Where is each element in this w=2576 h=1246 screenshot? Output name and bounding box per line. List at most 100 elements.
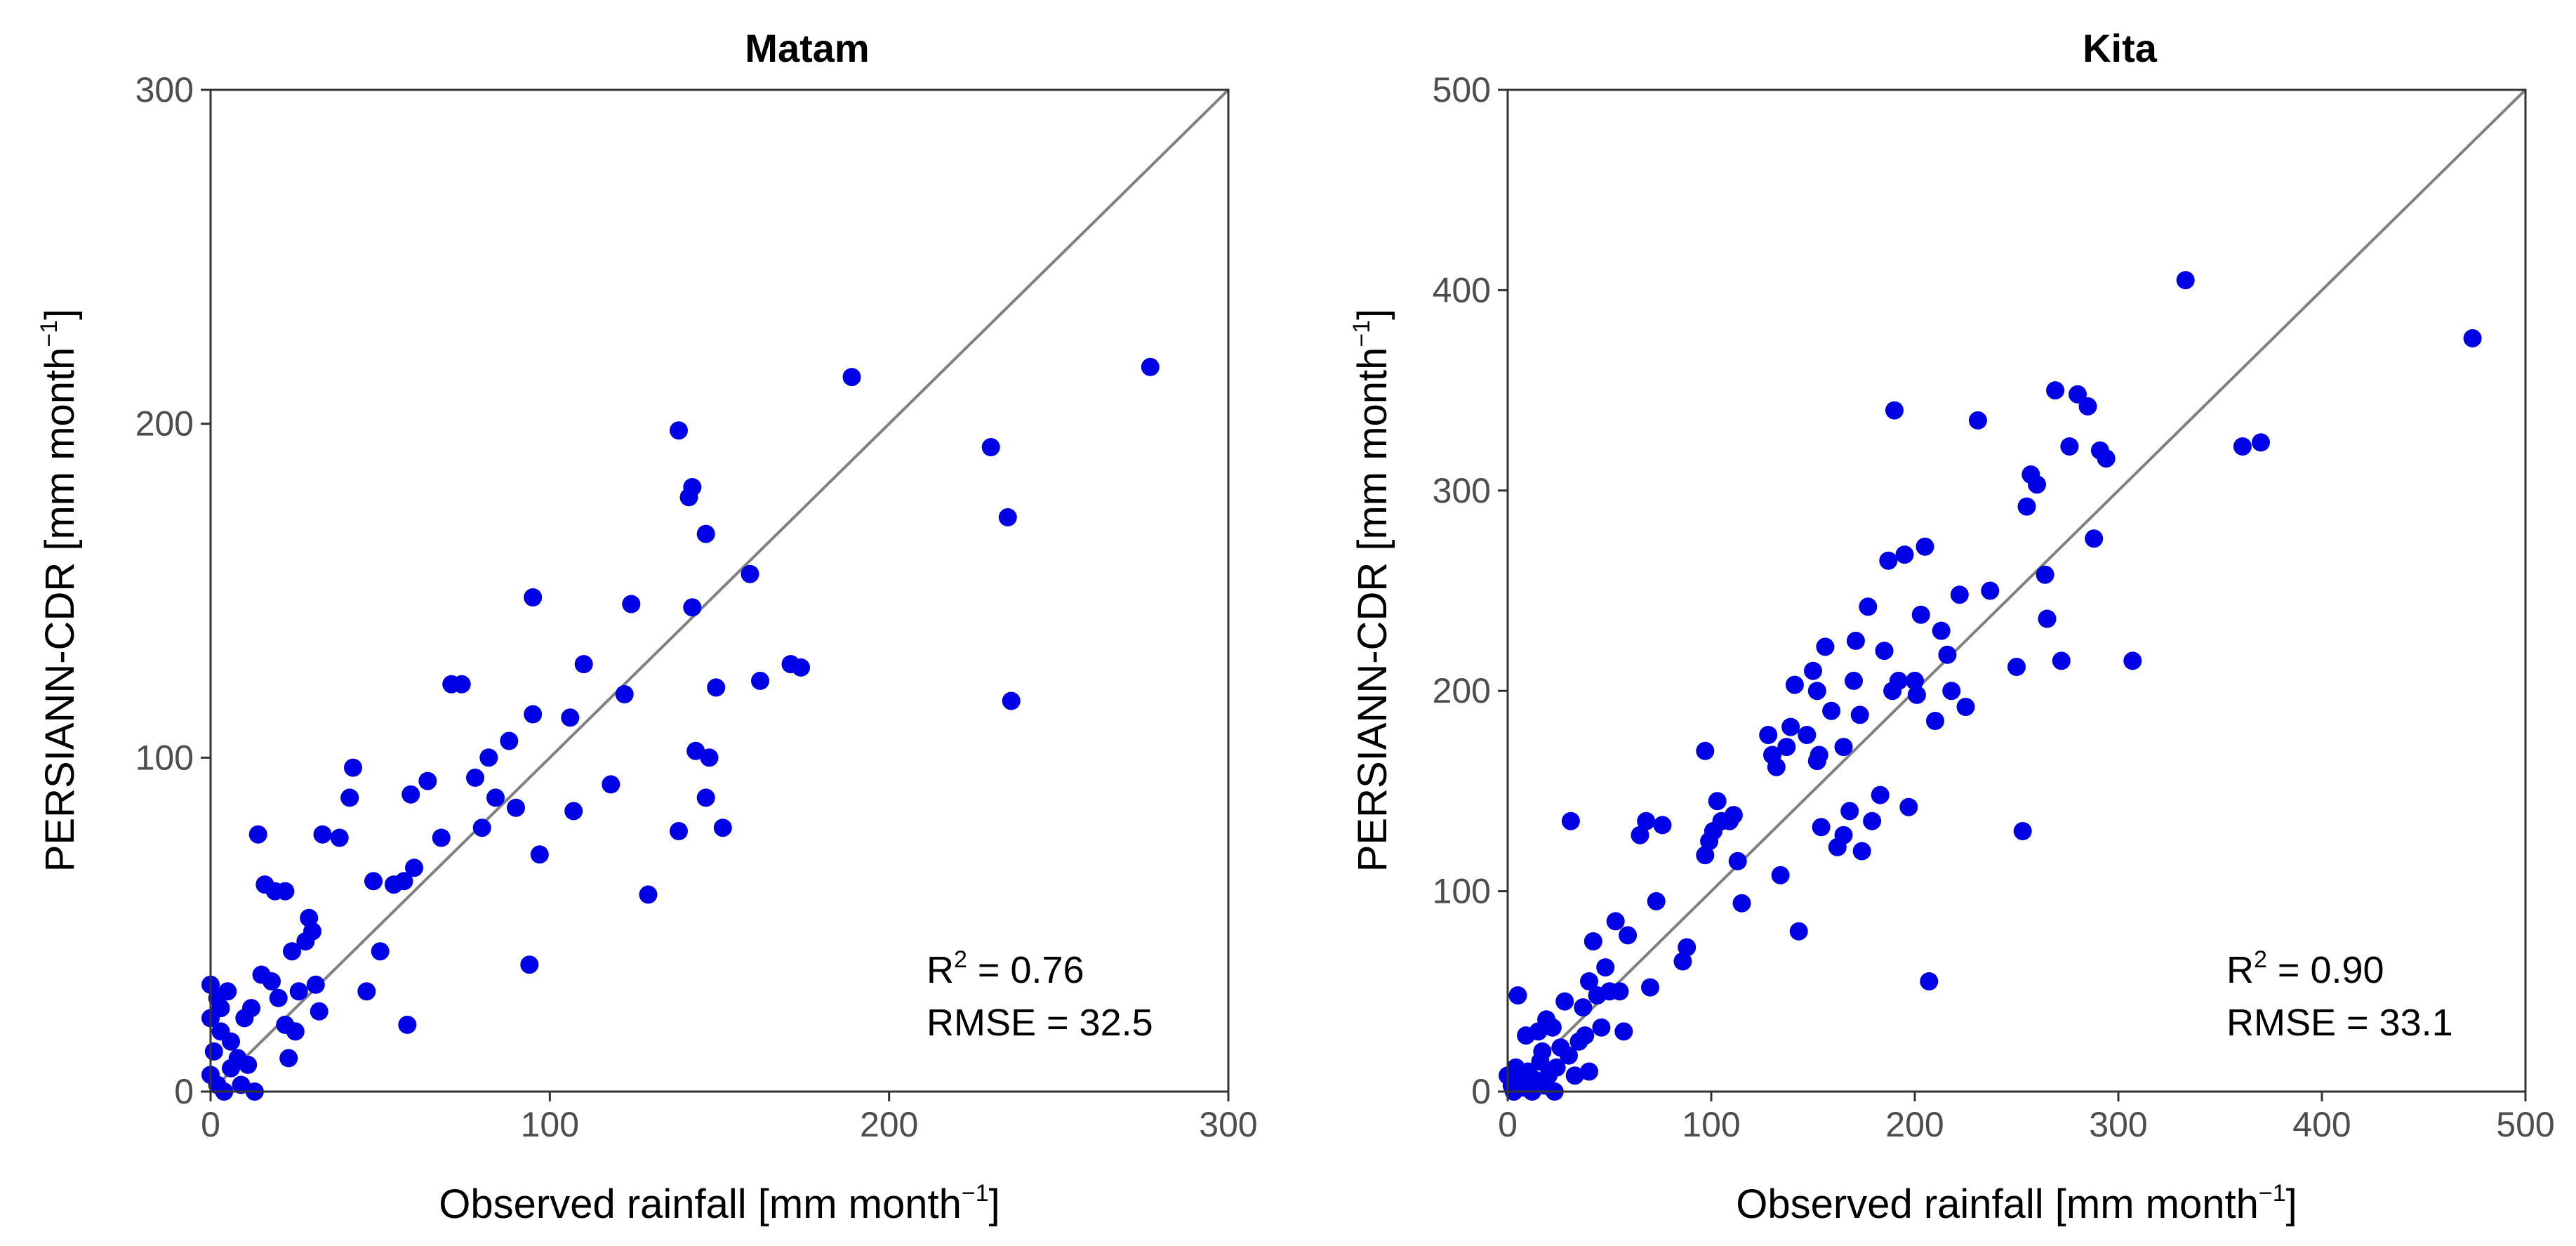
kita-data-point xyxy=(1879,551,1898,570)
kita-data-point xyxy=(1647,892,1666,910)
kita-x-axis-label: Observed rainfall [mm month−1] xyxy=(1736,1180,2297,1227)
kita-data-point xyxy=(2097,449,2116,468)
matam-data-point xyxy=(639,885,658,904)
kita-data-point xyxy=(1834,826,1853,844)
matam-data-point xyxy=(670,822,688,840)
matam-data-point xyxy=(686,741,705,760)
matam-data-point xyxy=(696,788,715,807)
kita-data-point xyxy=(1781,717,1800,736)
kita-data-point xyxy=(2028,475,2046,494)
matam-plot-frame xyxy=(209,88,1230,1093)
matam-data-point xyxy=(263,972,281,990)
matam-y-tick-label: 0 xyxy=(174,1072,194,1111)
kita-data-point xyxy=(1889,671,1908,690)
matam-data-point xyxy=(622,595,641,614)
matam-data-point xyxy=(452,675,471,694)
kita-data-point xyxy=(1950,585,1969,604)
matam-data-point xyxy=(239,1055,258,1074)
matam-data-point xyxy=(500,731,519,750)
kita-x-tick-label: 400 xyxy=(2292,1105,2351,1144)
kita-data-point xyxy=(1547,1058,1566,1077)
kita-data-point xyxy=(1584,932,1602,950)
matam-data-point xyxy=(1141,357,1160,376)
kita-y-tick-label: 100 xyxy=(1433,872,1491,911)
kita-ticks: 0 100 200 300 400 500 0 100 200 300 400 500 xyxy=(1433,70,2555,1144)
kita-data-point xyxy=(1543,1018,1562,1037)
kita-data-point xyxy=(1846,631,1865,650)
kita-data-point xyxy=(1508,986,1527,1005)
kita-data-point xyxy=(1728,851,1747,870)
kita-data-point xyxy=(1899,797,1918,816)
kita-data-point xyxy=(1785,675,1804,694)
matam-data-point xyxy=(371,942,390,961)
matam-data-point xyxy=(255,875,274,894)
kita-data-point xyxy=(1637,811,1656,830)
matam-x-tick-label: 0 xyxy=(201,1105,220,1144)
kita-rmse-label: RMSE = 33.1 xyxy=(2226,1002,2453,1044)
matam-data-point xyxy=(303,922,321,941)
matam-data-point xyxy=(218,982,237,1001)
kita-data-point xyxy=(2085,529,2104,548)
kita-chart-title: Kita xyxy=(2083,26,2158,70)
matam-data-point xyxy=(507,798,525,817)
kita-data-point xyxy=(1816,637,1835,656)
kita-data-point xyxy=(1968,411,1987,430)
kita-data-point xyxy=(1798,726,1817,744)
matam-data-point xyxy=(340,788,359,807)
matam-r2-label: R2 = 0.76 xyxy=(927,946,1084,991)
matam-data-point xyxy=(466,768,484,787)
matam-data-point xyxy=(232,1075,251,1094)
kita-marks xyxy=(1499,88,2527,1101)
matam-data-point xyxy=(561,708,580,727)
kita-data-point xyxy=(1907,685,1926,704)
matam-rmse-label: RMSE = 32.5 xyxy=(927,1002,1153,1044)
matam-x-tick-label: 200 xyxy=(860,1105,918,1144)
matam-data-point xyxy=(248,825,267,844)
kita-identity-line xyxy=(1506,88,2527,1093)
kita-data-point xyxy=(1596,958,1615,977)
kita-data-point xyxy=(2252,433,2270,452)
matam-data-point xyxy=(524,705,543,724)
kita-plot-frame xyxy=(1506,88,2527,1093)
kita-data-point xyxy=(1859,597,1878,616)
kita-data-point xyxy=(1840,802,1859,821)
matam-data-point xyxy=(283,942,301,961)
kita-data-point xyxy=(1852,842,1871,861)
matam-data-point xyxy=(472,818,491,837)
kita-data-point xyxy=(2038,609,2057,628)
kita-data-point xyxy=(2233,437,2252,456)
kita-data-point xyxy=(1804,661,1822,680)
kita-data-point xyxy=(1631,826,1649,844)
matam-data-point xyxy=(222,1032,240,1051)
matam-data-point xyxy=(357,982,376,1001)
matam-data-point xyxy=(269,988,288,1007)
kita-data-point xyxy=(1812,818,1831,837)
matam-chart-title: Matam xyxy=(745,26,869,70)
matam-panel: Matam 0 100 200 300 0 100 200 300 R2 = 0.76 RMS… xyxy=(36,26,1258,1227)
kita-data-point xyxy=(1871,786,1890,804)
kita-data-point xyxy=(1653,816,1672,835)
kita-data-point xyxy=(1576,1026,1595,1045)
matam-data-point xyxy=(842,368,861,387)
matam-data-point xyxy=(524,588,543,607)
kita-data-point xyxy=(2463,329,2482,347)
matam-data-point xyxy=(398,1015,417,1034)
kita-data-point xyxy=(1555,992,1574,1011)
matam-data-point xyxy=(313,825,332,844)
kita-data-point xyxy=(1916,537,1934,556)
matam-marks xyxy=(201,88,1230,1101)
matam-data-point xyxy=(364,872,383,891)
kita-data-point xyxy=(2176,271,2195,290)
matam-identity-line xyxy=(209,88,1230,1093)
matam-data-point xyxy=(998,508,1017,526)
matam-y-tick-label: 300 xyxy=(135,70,194,110)
kita-data-point xyxy=(2013,822,2032,840)
matam-data-point xyxy=(344,758,362,777)
matam-data-point xyxy=(401,785,420,804)
kita-data-point xyxy=(1920,972,1939,990)
matam-data-point xyxy=(394,872,413,891)
kita-data-point xyxy=(2123,651,2142,670)
kita-data-point xyxy=(1834,738,1853,757)
kita-data-point xyxy=(1641,978,1659,997)
kita-x-tick-label: 100 xyxy=(1682,1105,1740,1144)
